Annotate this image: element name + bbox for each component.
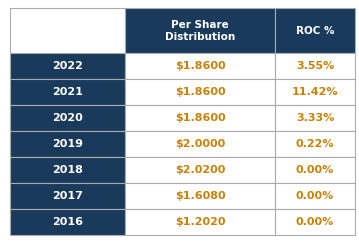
Bar xyxy=(275,79,355,105)
Bar xyxy=(275,183,355,209)
Text: 3.33%: 3.33% xyxy=(296,113,334,123)
Text: 2017: 2017 xyxy=(52,191,83,201)
Text: ROC %: ROC % xyxy=(296,26,334,36)
Bar xyxy=(275,8,355,53)
Text: 0.00%: 0.00% xyxy=(296,165,334,175)
Text: Per Share
Distribution: Per Share Distribution xyxy=(165,20,235,42)
Bar xyxy=(10,105,125,131)
Bar xyxy=(10,209,125,235)
Bar xyxy=(10,157,125,183)
Text: 2018: 2018 xyxy=(52,165,83,175)
Text: 2016: 2016 xyxy=(52,217,83,227)
Text: 0.00%: 0.00% xyxy=(296,191,334,201)
Bar xyxy=(125,131,275,157)
Bar xyxy=(125,157,275,183)
Bar xyxy=(125,53,275,79)
Text: $1.2020: $1.2020 xyxy=(175,217,225,227)
Text: 2020: 2020 xyxy=(52,113,83,123)
Bar xyxy=(275,209,355,235)
Bar xyxy=(275,53,355,79)
Bar xyxy=(125,105,275,131)
Text: $1.8600: $1.8600 xyxy=(175,113,225,123)
Bar xyxy=(10,53,125,79)
Text: 3.55%: 3.55% xyxy=(296,61,334,71)
Text: $1.6080: $1.6080 xyxy=(175,191,225,201)
Text: 11.42%: 11.42% xyxy=(292,87,338,97)
Bar xyxy=(10,183,125,209)
Text: $1.8600: $1.8600 xyxy=(175,61,225,71)
Text: 0.00%: 0.00% xyxy=(296,217,334,227)
Bar xyxy=(275,157,355,183)
Bar xyxy=(125,209,275,235)
Bar xyxy=(10,8,125,53)
Text: 2019: 2019 xyxy=(52,139,83,149)
Bar xyxy=(275,105,355,131)
Text: 2022: 2022 xyxy=(52,61,83,71)
Bar xyxy=(125,79,275,105)
Text: $2.0000: $2.0000 xyxy=(175,139,225,149)
Text: 2021: 2021 xyxy=(52,87,83,97)
Text: $1.8600: $1.8600 xyxy=(175,87,225,97)
Text: $2.0200: $2.0200 xyxy=(175,165,225,175)
Bar xyxy=(10,79,125,105)
Text: 0.22%: 0.22% xyxy=(296,139,334,149)
Bar xyxy=(125,183,275,209)
Bar xyxy=(125,8,275,53)
Bar xyxy=(275,131,355,157)
Bar xyxy=(10,131,125,157)
